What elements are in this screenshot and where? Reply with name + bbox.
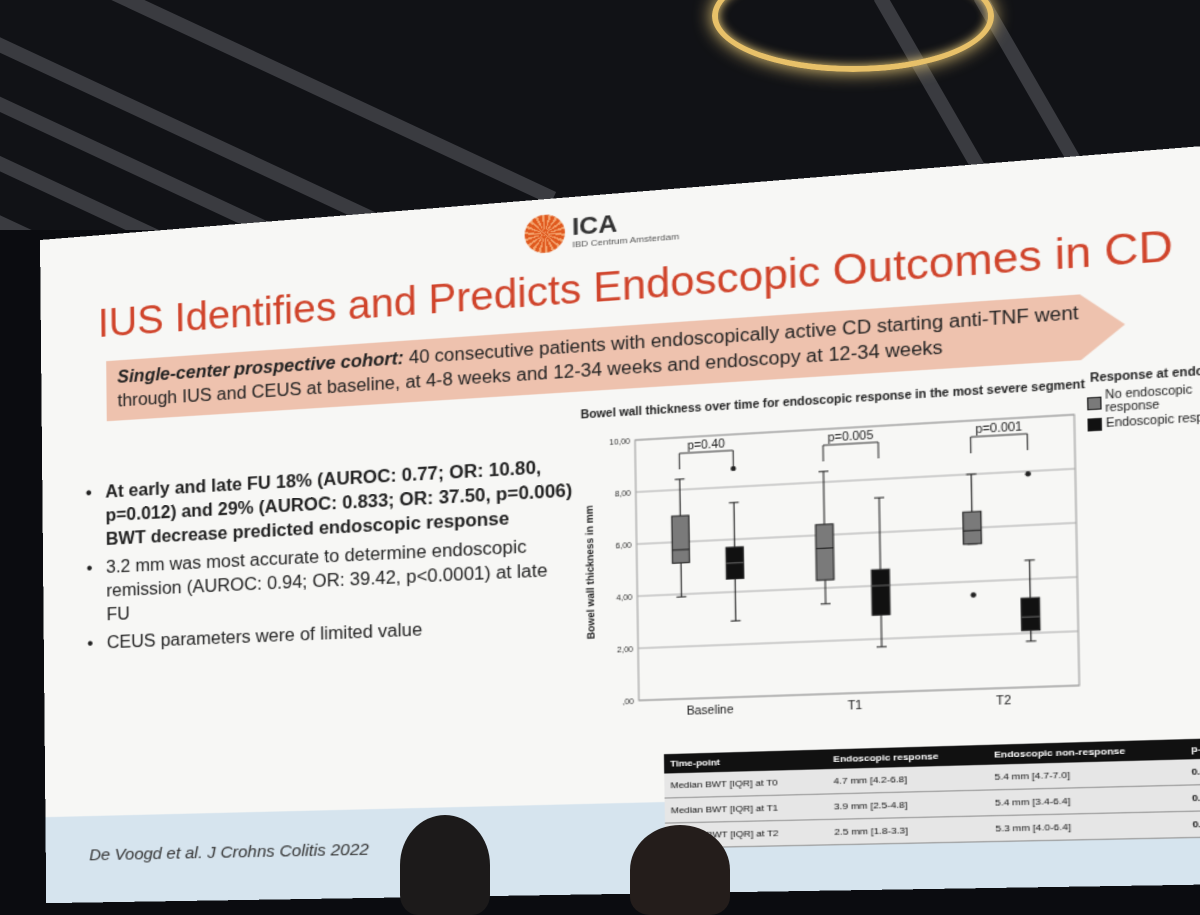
whisker-cap xyxy=(966,474,976,475)
gridline xyxy=(637,577,1077,596)
audience-person xyxy=(630,825,730,915)
x-tick-label: T2 xyxy=(996,694,1011,708)
table-cell: Median BWT [IQR] at T1 xyxy=(665,794,828,823)
box xyxy=(963,511,982,544)
x-tick-label: Baseline xyxy=(687,704,734,718)
plot-area xyxy=(635,415,1079,701)
box xyxy=(672,515,690,563)
median-line xyxy=(1022,616,1040,617)
box xyxy=(872,569,890,615)
y-tick-label: 6,00 xyxy=(615,540,632,550)
legend-title: Response at endoscopy xyxy=(1087,363,1200,386)
bullet-marker: • xyxy=(86,482,106,554)
outlier-point xyxy=(1025,471,1031,476)
y-axis-label: Bowel wall thickness in mm xyxy=(584,505,598,640)
results-table: Time-point Endoscopic response Endoscopi… xyxy=(664,737,1200,849)
legend-label: No endoscopic response xyxy=(1105,381,1200,415)
p-value-label: p=0.40 xyxy=(687,438,725,453)
bullet-marker: • xyxy=(86,557,106,629)
gridline xyxy=(637,523,1077,544)
projection-screen: De Voogd et al. J Crohns Colitis 2022 IC… xyxy=(40,100,1120,840)
table-cell: 2.5 mm [1.8-3.3] xyxy=(828,816,989,845)
gridline xyxy=(636,469,1075,492)
significance-bracket xyxy=(679,450,733,469)
p-value-label: p=0.001 xyxy=(975,421,1022,437)
table-cell: 5.3 mm [4.0-6.4] xyxy=(989,811,1186,841)
bullet-marker: • xyxy=(87,632,107,656)
whisker-lower xyxy=(735,579,736,621)
table-header: p-value xyxy=(1184,737,1200,759)
whisker-cap xyxy=(675,479,685,480)
gridline xyxy=(638,631,1078,648)
slide: De Voogd et al. J Crohns Colitis 2022 IC… xyxy=(40,143,1200,903)
outlier-point xyxy=(731,466,736,471)
legend-item-no-response: No endoscopic response xyxy=(1087,381,1200,416)
whisker-lower xyxy=(881,615,882,647)
median-line xyxy=(872,585,890,586)
whisker-cap xyxy=(874,497,884,498)
y-tick-label: 4,00 xyxy=(616,592,633,602)
median-line xyxy=(726,563,743,564)
table-cell: 0.40 xyxy=(1184,758,1200,786)
whisker-cap xyxy=(729,502,739,503)
table-cell: 0.001 xyxy=(1185,810,1200,838)
y-tick-label: 2,00 xyxy=(617,644,634,654)
table-cell: 3.9 mm [2.5-4.8] xyxy=(828,790,989,819)
whisker-upper xyxy=(879,498,880,570)
box xyxy=(1021,598,1040,631)
x-tick-label: T1 xyxy=(847,699,862,712)
box xyxy=(816,524,834,580)
p-value-label: p=0.005 xyxy=(828,429,874,445)
table-cell: 0.005 xyxy=(1185,783,1200,811)
ica-logo-icon xyxy=(524,213,565,254)
gridline xyxy=(639,685,1079,700)
whisker-upper xyxy=(734,503,735,548)
significance-bracket xyxy=(971,434,1028,454)
median-line xyxy=(672,549,689,550)
whisker-cap xyxy=(818,471,828,472)
whisker-upper xyxy=(680,479,681,516)
whisker-upper xyxy=(971,474,972,512)
whisker-upper xyxy=(1030,560,1031,598)
y-tick-label: 10,00 xyxy=(609,436,630,447)
whisker-lower xyxy=(681,563,682,597)
bullet-list: • At early and late FU 18% (AUROC: 0.77;… xyxy=(86,455,578,661)
y-tick-label: ,00 xyxy=(622,697,634,707)
whisker-upper xyxy=(823,472,824,525)
outlier-point xyxy=(971,592,977,597)
ica-logo: ICA IBD Centrum Amsterdam xyxy=(524,204,679,254)
significance-bracket xyxy=(823,442,878,461)
y-tick-label: 8,00 xyxy=(615,488,632,498)
boxplot-chart: 10,00 8,00 6,00 4,00 2,00 ,00 Bowel wall thick… xyxy=(575,390,1106,737)
chart-legend: Response at endoscopy No endoscopic resp… xyxy=(1087,363,1200,434)
ceiling-light-ring xyxy=(712,0,994,72)
audience-person xyxy=(400,815,490,915)
